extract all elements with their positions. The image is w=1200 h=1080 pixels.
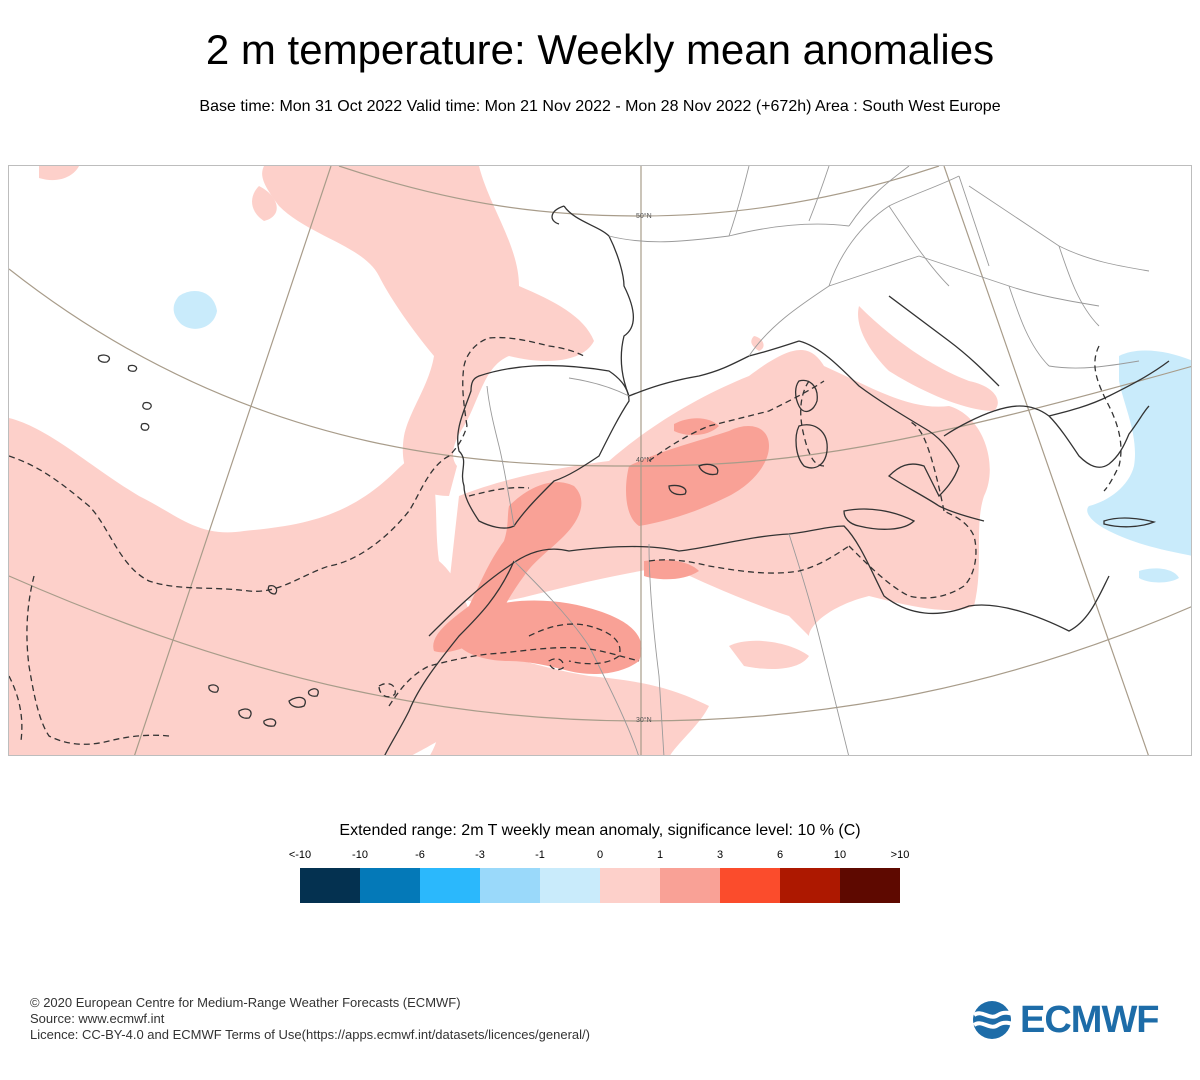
graticule-lines — [9, 166, 1191, 755]
legend-color-bar — [300, 868, 900, 903]
legend-swatch — [300, 868, 360, 903]
anomaly-shading-neg1-0 — [173, 291, 1191, 583]
legend-tick-label: -1 — [535, 849, 545, 861]
legend-tick-label: <-10 — [288, 849, 312, 861]
legend-swatch — [780, 868, 840, 903]
legend-title: Extended range: 2m T weekly mean anomaly… — [339, 822, 861, 839]
legend-swatch — [660, 868, 720, 903]
footer-source: Source: www.ecmwf.int — [30, 1011, 165, 1026]
footer-credits: © 2020 European Centre for Medium-Range … — [30, 995, 590, 1043]
legend-swatch — [360, 868, 420, 903]
significance-contours — [9, 336, 1122, 745]
legend-tick-label: -6 — [415, 849, 425, 861]
coastlines — [97, 205, 1170, 755]
lat-label-40n: 40°N — [636, 456, 652, 464]
legend-tick-label: 10 — [833, 849, 847, 861]
legend-tick-label: -3 — [475, 849, 485, 861]
legend-swatch — [600, 868, 660, 903]
legend-swatch — [540, 868, 600, 903]
anomaly-map: 50°N 40°N 30°N — [8, 165, 1192, 756]
footer-copyright: © 2020 European Centre for Medium-Range … — [30, 995, 461, 1010]
legend-ticks: <-10 -10 -6 -3 -1 0 1 3 6 10 >10 — [270, 849, 930, 865]
legend-tick-label: >10 — [890, 849, 910, 861]
legend-swatch — [480, 868, 540, 903]
legend-tick-label: 0 — [596, 849, 604, 861]
ecmwf-logo-text: ECMWF — [1020, 999, 1160, 1041]
ecmwf-logo: ECMWF — [970, 998, 1175, 1042]
footer-licence: Licence: CC-BY-4.0 and ECMWF Terms of Us… — [30, 1027, 590, 1042]
legend-tick-label: 1 — [656, 849, 664, 861]
ecmwf-logo-icon — [972, 1001, 1017, 1039]
legend-swatch — [840, 868, 900, 903]
chart-title: 2 m temperature: Weekly mean anomalies — [205, 26, 995, 73]
legend-swatch — [720, 868, 780, 903]
country-borders — [486, 166, 1150, 755]
legend-swatch — [420, 868, 480, 903]
legend-tick-label: -10 — [352, 849, 368, 861]
legend-tick-label: 3 — [716, 849, 724, 861]
lat-label-50n: 50°N — [636, 212, 652, 220]
legend-tick-label: 6 — [776, 849, 784, 861]
chart-subtitle: Base time: Mon 31 Oct 2022 Valid time: M… — [199, 98, 1001, 115]
lat-label-30n: 30°N — [636, 716, 652, 724]
anomaly-shading-0-1 — [9, 166, 998, 755]
